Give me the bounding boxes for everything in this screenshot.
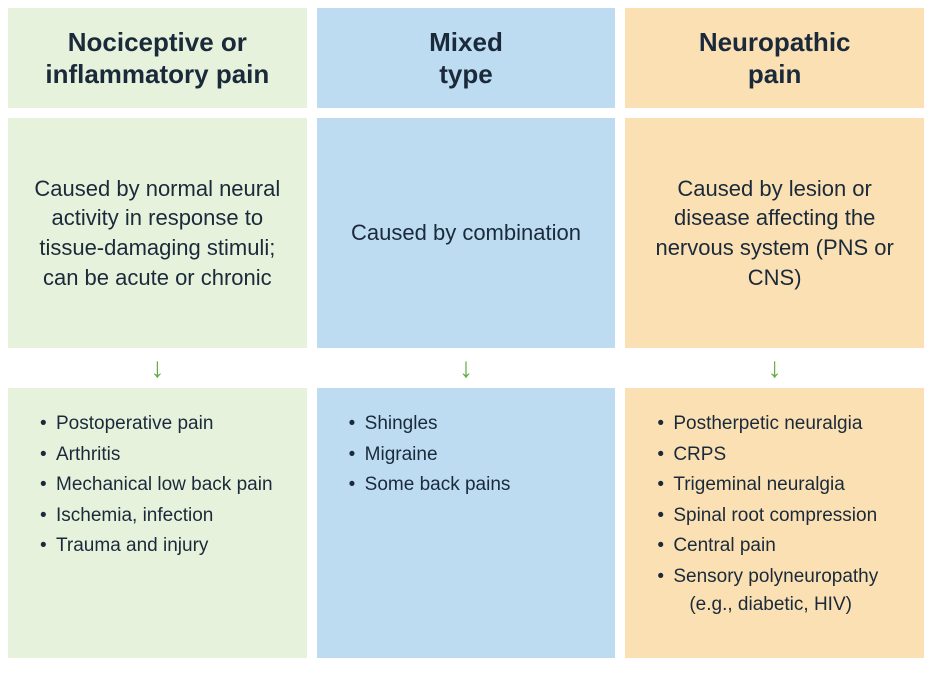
list-item: Central pain	[655, 532, 902, 561]
list-item: Mechanical low back pain	[38, 471, 285, 500]
header-neuropathic-line2: pain	[748, 59, 801, 89]
list-item: Arthritis	[38, 441, 285, 470]
arrow-down-icon: ↓	[459, 354, 473, 382]
header-neuropathic-line1: Neuropathic	[699, 27, 851, 57]
cause-neuropathic-text: Caused by lesion or disease affecting th…	[651, 174, 898, 293]
list-item-text: Sensory polyneuropathy	[673, 566, 878, 587]
arrow-row-neuropathic: ↓	[625, 348, 924, 388]
cause-nociceptive-text: Caused by normal neural activity in resp…	[34, 174, 281, 293]
cause-nociceptive: Caused by normal neural activity in resp…	[8, 118, 307, 348]
arrow-row-nociceptive: ↓	[8, 348, 307, 388]
examples-neuropathic-list: Postherpetic neuralgia CRPS Trigeminal n…	[655, 410, 902, 620]
header-mixed-line1: Mixed	[429, 27, 503, 57]
list-item: Spinal root compression	[655, 502, 902, 531]
examples-nociceptive-list: Postoperative pain Arthritis Mechanical …	[38, 410, 285, 561]
list-item: Ischemia, infection	[38, 502, 285, 531]
pain-types-grid: Nociceptive or inflammatory pain Mixed t…	[0, 0, 932, 666]
header-nociceptive: Nociceptive or inflammatory pain	[8, 8, 307, 108]
list-item: Trauma and injury	[38, 532, 285, 561]
arrow-down-icon: ↓	[150, 354, 164, 382]
list-item: Shingles	[347, 410, 594, 439]
list-item-subtext: (e.g., diabetic, HIV)	[673, 591, 902, 620]
list-item: Postoperative pain	[38, 410, 285, 439]
examples-mixed-list: Shingles Migraine Some back pains	[347, 410, 594, 500]
header-nociceptive-line1: Nociceptive or	[68, 27, 247, 57]
header-mixed-line2: type	[439, 59, 492, 89]
examples-neuropathic: Postherpetic neuralgia CRPS Trigeminal n…	[625, 388, 924, 658]
arrow-down-icon: ↓	[768, 354, 782, 382]
list-item: Migraine	[347, 441, 594, 470]
header-mixed: Mixed type	[317, 8, 616, 108]
examples-mixed: Shingles Migraine Some back pains	[317, 388, 616, 658]
list-item: Sensory polyneuropathy (e.g., diabetic, …	[655, 563, 902, 620]
list-item: Postherpetic neuralgia	[655, 410, 902, 439]
arrow-row-mixed: ↓	[317, 348, 616, 388]
cause-mixed: Caused by combination	[317, 118, 616, 348]
list-item: CRPS	[655, 441, 902, 470]
header-neuropathic: Neuropathic pain	[625, 8, 924, 108]
header-nociceptive-line2: inflammatory pain	[45, 59, 269, 89]
cause-mixed-text: Caused by combination	[351, 218, 581, 248]
list-item: Trigeminal neuralgia	[655, 471, 902, 500]
cause-neuropathic: Caused by lesion or disease affecting th…	[625, 118, 924, 348]
examples-nociceptive: Postoperative pain Arthritis Mechanical …	[8, 388, 307, 658]
list-item: Some back pains	[347, 471, 594, 500]
